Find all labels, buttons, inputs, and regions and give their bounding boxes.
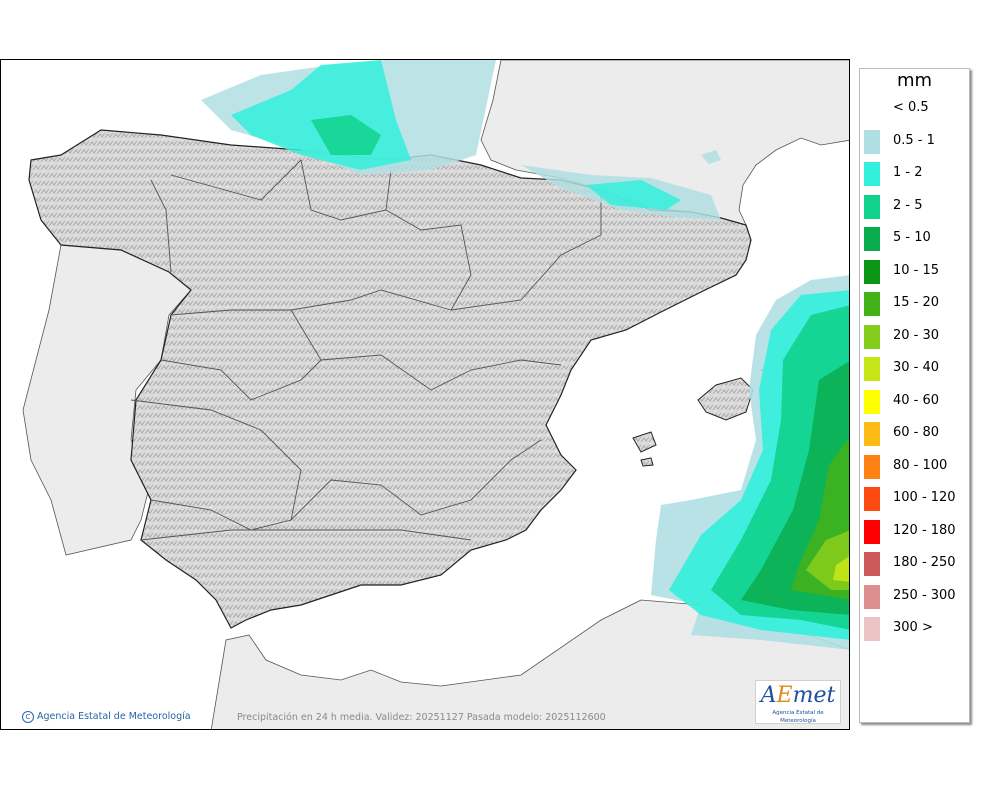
legend-swatch xyxy=(864,389,880,414)
legend-label: 20 - 30 xyxy=(893,327,940,343)
legend-swatch xyxy=(864,617,880,641)
credit-text: Agencia Estatal de Meteorología xyxy=(37,711,191,722)
legend-swatch xyxy=(864,422,880,446)
legend-label: 5 - 10 xyxy=(893,230,931,245)
legend-item: 2 - 5 xyxy=(864,194,968,219)
legend-item: 40 - 60 xyxy=(864,389,968,414)
legend-swatch xyxy=(864,194,880,219)
legend-swatch xyxy=(864,357,880,381)
legend-item: 5 - 10 xyxy=(864,227,968,251)
legend-item: 1 - 2 xyxy=(864,162,968,186)
precipitation-map xyxy=(1,60,849,729)
legend-label: 300 > xyxy=(893,620,933,635)
legend-item: 0.5 - 1 xyxy=(864,129,968,154)
legend-swatch xyxy=(864,324,880,349)
legend-label: 180 - 250 xyxy=(893,555,956,570)
legend-label: 100 - 120 xyxy=(893,490,956,505)
legend-label: 40 - 60 xyxy=(893,392,940,408)
legend-label: 60 - 80 xyxy=(893,425,940,440)
legend-label: 120 - 180 xyxy=(893,522,956,538)
legend-item: 60 - 80 xyxy=(864,422,968,446)
legend-label: 10 - 15 xyxy=(893,262,940,278)
agency-credit: C Agencia Estatal de Meteorología xyxy=(22,711,191,723)
legend-item: 250 - 300 xyxy=(864,584,968,609)
legend-item: 10 - 15 xyxy=(864,259,968,284)
region-borders xyxy=(130,159,602,541)
legend-label: < 0.5 xyxy=(893,100,929,115)
legend-swatch xyxy=(864,97,880,121)
precip-east xyxy=(651,275,849,650)
legend-item: 15 - 20 xyxy=(864,292,968,316)
logo-subtitle: Agencia Estatal de Meteorología xyxy=(772,710,824,724)
legend-item: 120 - 180 xyxy=(864,519,968,544)
legend-swatch xyxy=(864,292,880,316)
legend-item: 300 > xyxy=(864,617,968,641)
legend-label: 2 - 5 xyxy=(893,197,923,213)
legend-item: < 0.5 xyxy=(864,97,968,121)
legend-swatch xyxy=(864,584,880,609)
legend-swatch xyxy=(864,259,880,284)
legend-swatch xyxy=(864,129,880,154)
copyright-icon: C xyxy=(22,711,34,723)
precipitation-legend: mm < 0.5 0.5 - 1 1 - 2 2 - 5 5 - 10 10 - 15 15… xyxy=(859,68,970,723)
precip-north xyxy=(201,60,721,220)
legend-item: 100 - 120 xyxy=(864,487,968,511)
legend-swatch xyxy=(864,227,880,251)
legend-label: 0.5 - 1 xyxy=(893,132,935,148)
legend-item: 180 - 250 xyxy=(864,552,968,576)
legend-swatch xyxy=(864,487,880,511)
legend-label: 15 - 20 xyxy=(893,295,940,310)
legend-label: 250 - 300 xyxy=(893,587,956,603)
aemet-logo: AEmet Agencia Estatal de Meteorología xyxy=(755,680,841,724)
spain-land xyxy=(28,129,752,629)
legend-label: 1 - 2 xyxy=(893,165,923,180)
logo-wordmark: AEmet xyxy=(760,683,836,708)
legend-item: 20 - 30 xyxy=(864,324,968,349)
legend-swatch xyxy=(864,454,880,479)
legend-unit: mm xyxy=(896,70,933,91)
legend-item: 80 - 100 xyxy=(864,454,968,479)
map-panel[interactable] xyxy=(0,59,850,730)
legend-label: 80 - 100 xyxy=(893,457,948,473)
legend-label: 30 - 40 xyxy=(893,360,940,375)
legend-swatch xyxy=(864,519,880,544)
legend-swatch xyxy=(864,552,880,576)
legend-swatch xyxy=(864,162,880,186)
map-caption: Precipitación en 24 h media. Validez: 20… xyxy=(237,712,606,723)
legend-item: 30 - 40 xyxy=(864,357,968,381)
